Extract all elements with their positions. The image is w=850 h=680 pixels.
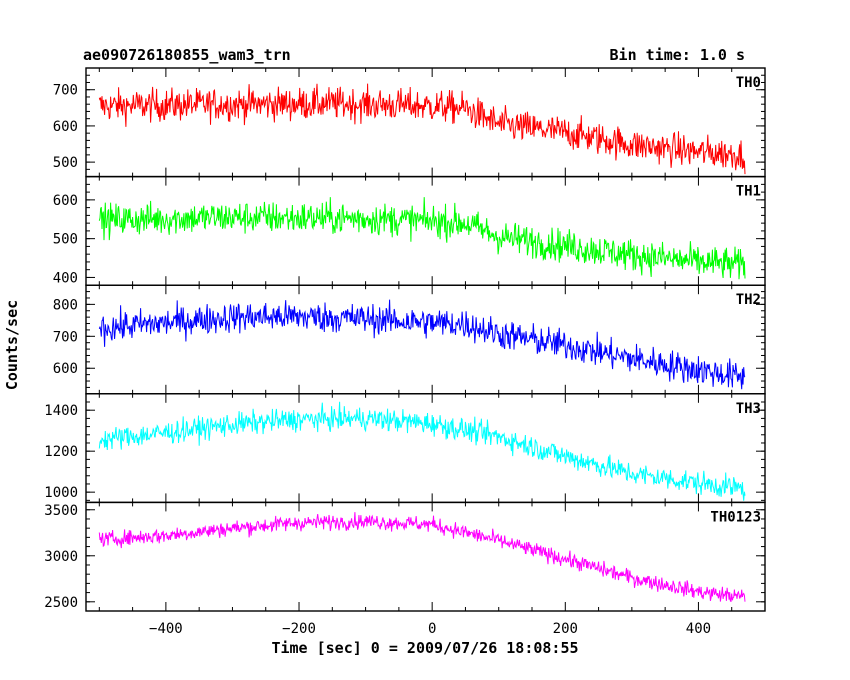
- panel-frame: [85, 67, 766, 178]
- panel-frame: [85, 175, 766, 286]
- panel-th0: 500 600 700 TH0: [53, 67, 766, 178]
- y-tick-label: 600: [53, 361, 78, 377]
- y-tick-label: 1200: [44, 444, 78, 460]
- y-axis-label: Counts/sec: [3, 300, 21, 390]
- x-tick-label: 200: [553, 621, 578, 637]
- y-tick-label: 500: [53, 155, 78, 171]
- y-tick-label: 3000: [44, 549, 78, 565]
- panel-name-th0: TH0: [736, 75, 761, 91]
- y-tick-label: 1000: [44, 485, 78, 501]
- y-tick-label: 800: [53, 297, 78, 313]
- panels-group: 500 600 700 TH0 400 500 600 TH1 600 700 800 TH2 1000…: [44, 67, 766, 612]
- y-tick-label: 400: [53, 270, 78, 286]
- panel-th2: 600 700 800 TH2: [53, 284, 766, 395]
- bin-time-label: Bin time: 1.0 s: [610, 46, 745, 64]
- x-tick-label: 0: [428, 621, 436, 637]
- y-tick-label: 700: [53, 329, 78, 345]
- panel-frame: [85, 501, 766, 612]
- y-tick-label: 600: [53, 193, 78, 209]
- y-tick-label: 600: [53, 119, 78, 135]
- y-tick-label: 2500: [44, 595, 78, 611]
- panel-frame: [85, 393, 766, 504]
- panel-frame: [85, 284, 766, 395]
- y-tick-label: 500: [53, 232, 78, 248]
- panel-th3: 1000 1200 1400 TH3: [44, 393, 766, 504]
- panel-th1: 400 500 600 TH1: [53, 175, 766, 286]
- light-curve-th3: [98, 401, 746, 501]
- y-tick-label: 1400: [44, 403, 78, 419]
- panel-name-th3: TH3: [736, 401, 761, 417]
- y-tick-label: 3500: [44, 503, 78, 519]
- panel-name-th0123: TH0123: [710, 509, 761, 525]
- x-tick-label: −400: [149, 621, 183, 637]
- x-axis-label: Time [sec] 0 = 2009/07/26 18:08:55: [271, 639, 578, 657]
- light-curve-th0123: [98, 512, 746, 603]
- y-tick-label: 700: [53, 83, 78, 99]
- panel-name-th1: TH1: [736, 184, 761, 200]
- light-curve-th1: [98, 197, 746, 280]
- panel-th0123: 2500 3000 3500 TH0123: [44, 501, 766, 612]
- chart-title: ae090726180855_wam3_trn: [83, 46, 291, 64]
- panel-name-th2: TH2: [736, 292, 761, 308]
- light-curve-th2: [98, 299, 746, 390]
- x-tick-label: 400: [686, 621, 711, 637]
- x-axis: −400 −200 0 200 400: [149, 621, 711, 637]
- x-tick-label: −200: [282, 621, 316, 637]
- light-curve-th0: [98, 83, 746, 175]
